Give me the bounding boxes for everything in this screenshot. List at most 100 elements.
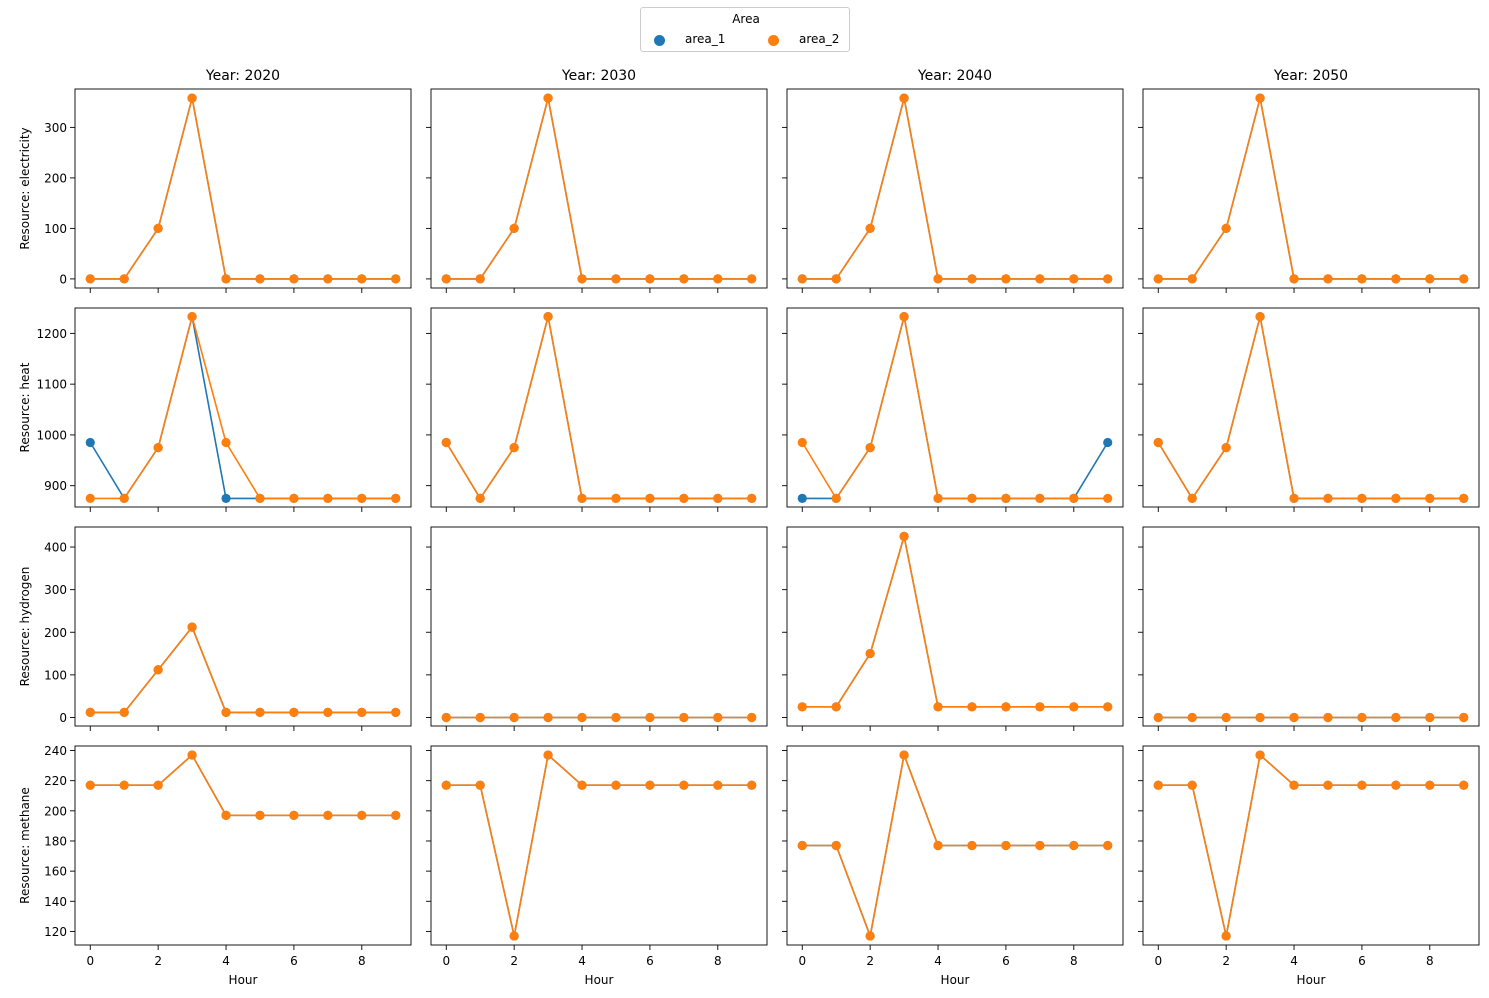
plot-frame [786, 526, 1124, 727]
plot-frame [430, 526, 768, 727]
data-point-area-2 [323, 274, 333, 284]
data-point-area-2 [85, 707, 95, 717]
x-tick-label: 6 [290, 954, 298, 968]
subplot-title: Year: 2030 [561, 68, 636, 84]
x-axis-label: Hour [229, 973, 258, 987]
x-tick-label: 4 [222, 954, 230, 968]
data-point-area-2 [255, 493, 265, 503]
data-point-area-2 [967, 702, 977, 712]
subplot: 0 2 4 6 8 Hour [426, 745, 768, 987]
x-axis-label: Hour [1297, 973, 1326, 987]
x-tick-label: 4 [578, 954, 586, 968]
data-point-area-2 [509, 712, 519, 723]
data-point-area-2 [391, 274, 401, 284]
data-point-area-2 [899, 531, 909, 541]
data-point-area-2 [713, 274, 723, 284]
data-point-area-2 [1035, 840, 1045, 851]
data-point-area-2 [543, 712, 553, 723]
data-point-area-2 [899, 93, 909, 103]
x-tick-label: 6 [646, 954, 654, 968]
data-point-area-2 [1153, 780, 1163, 790]
data-point-area-2 [441, 437, 451, 448]
legend-title: Area [732, 12, 760, 26]
x-tick-label: 0 [442, 954, 450, 968]
series-line-area-2 [90, 625, 396, 714]
x-axis-label: Hour [585, 973, 614, 987]
data-point-area-2 [797, 702, 807, 712]
data-point-area-2 [1035, 702, 1045, 712]
series-line-area-1 [90, 625, 396, 714]
data-point-area-2 [967, 493, 977, 503]
series-line-area-2 [1158, 97, 1464, 280]
data-point-area-2 [255, 707, 265, 717]
plot-frame [1142, 745, 1480, 946]
x-tick-label: 4 [934, 954, 942, 968]
subplot [1138, 526, 1480, 731]
data-point-area-2 [831, 702, 841, 712]
data-point-area-2 [1069, 840, 1079, 851]
plot-frame [1142, 88, 1480, 289]
data-point-area-2 [1425, 493, 1435, 503]
data-point-area-2 [475, 274, 485, 284]
y-tick-label: 200 [44, 626, 67, 640]
data-point-area-2 [255, 274, 265, 284]
data-point-area-2 [1187, 712, 1197, 723]
data-point-area-2 [1459, 712, 1469, 723]
data-point-area-2 [899, 312, 909, 322]
series-line-area-1 [1158, 753, 1464, 937]
data-point-area-2 [1391, 274, 1401, 284]
series-line-area-1 [802, 536, 1108, 708]
data-point-area-2 [509, 223, 519, 234]
data-point-area-2 [1459, 493, 1469, 503]
data-point-area-2 [543, 312, 553, 322]
data-point-area-2 [1323, 493, 1333, 503]
subplot: Year: 2020 0 100 200 300 Resource: electricit… [18, 68, 412, 293]
data-point-area-2 [645, 780, 655, 790]
data-point-area-2 [831, 493, 841, 503]
data-point-area-2 [933, 702, 943, 712]
data-point-area-2 [967, 274, 977, 284]
data-point-area-2 [713, 712, 723, 723]
data-point-area-2 [865, 223, 875, 234]
x-tick-label: 8 [1070, 954, 1078, 968]
subplot-title: Year: 2020 [205, 68, 280, 84]
data-point-area-2 [713, 780, 723, 790]
data-point-area-2 [1289, 493, 1299, 503]
data-point-area-2 [441, 274, 451, 284]
y-tick-label: 0 [59, 272, 67, 286]
series-line-area-1 [802, 97, 1108, 280]
data-point-area-2 [611, 274, 621, 284]
subplot: 0 2 4 6 8 Hour [782, 745, 1124, 987]
data-point-area-2 [323, 810, 333, 820]
data-point-area-2 [475, 493, 485, 503]
data-point-area-2 [153, 223, 163, 234]
series-line-area-1 [1158, 97, 1464, 280]
data-point-area-2 [1221, 223, 1231, 234]
legend-marker-area-2 [768, 35, 779, 46]
data-point-area-2 [797, 437, 807, 448]
data-point-area-2 [153, 665, 163, 675]
data-point-area-2 [221, 274, 231, 284]
data-point-area-2 [357, 274, 367, 284]
data-point-area-2 [441, 712, 451, 723]
data-point-area-2 [1289, 780, 1299, 790]
data-point-area-2 [1001, 274, 1011, 284]
x-tick-label: 8 [714, 954, 722, 968]
data-point-area-2 [1035, 274, 1045, 284]
series-line-area-2 [446, 753, 752, 937]
data-point-area-2 [1425, 274, 1435, 284]
data-point-area-2 [1323, 274, 1333, 284]
series-line-area-2 [90, 313, 396, 500]
data-point-area-2 [1255, 93, 1265, 103]
data-point-area-2 [679, 712, 689, 723]
subplot [426, 526, 768, 731]
data-point-area-2 [119, 493, 129, 503]
subplot: Year: 2050 [1138, 68, 1480, 293]
data-point-area-2 [645, 274, 655, 284]
data-point-area-2 [323, 707, 333, 717]
data-point-area-2 [1035, 493, 1045, 503]
data-point-area-2 [1153, 274, 1163, 284]
y-tick-label: 100 [44, 668, 67, 682]
data-point-area-2 [1069, 493, 1079, 503]
x-tick-label: 8 [358, 954, 366, 968]
